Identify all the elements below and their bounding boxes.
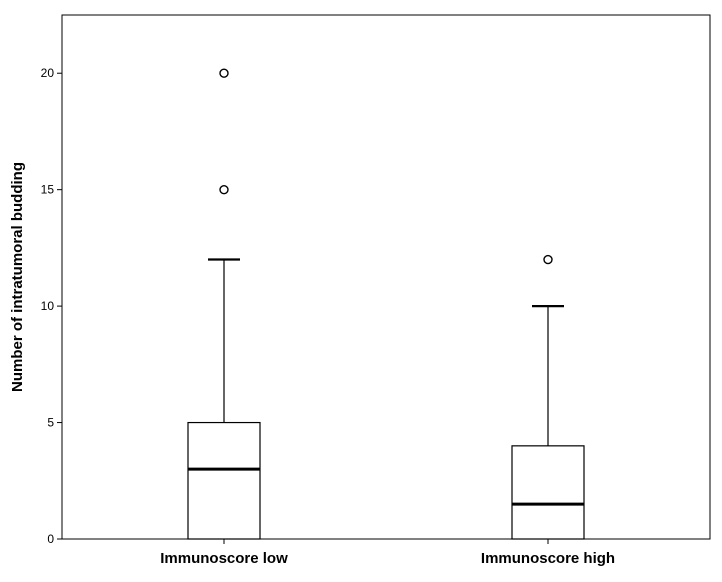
outlier-point — [219, 184, 229, 195]
iqr-box — [187, 421, 261, 540]
x-axis: Immunoscore low Immunoscore high — [160, 539, 615, 567]
y-tick-label: 0 — [47, 532, 54, 546]
x-category-label: Immunoscore high — [481, 550, 615, 567]
outlier-point — [543, 254, 553, 265]
box-group — [511, 254, 585, 540]
iqr-box — [511, 445, 585, 540]
x-category-label: Immunoscore low — [160, 550, 288, 567]
y-tick-label: 10 — [41, 299, 55, 313]
box-group — [187, 68, 261, 540]
y-axis-title: Number of intratumoral budding — [9, 162, 26, 392]
y-tick-label: 15 — [41, 183, 55, 197]
y-tick-label: 20 — [41, 66, 55, 80]
outlier-point — [219, 68, 229, 78]
boxes-layer — [187, 68, 585, 540]
plot-frame — [61, 14, 711, 540]
y-tick-label: 5 — [47, 416, 54, 430]
y-axis: 0 5 10 15 20 — [41, 66, 62, 546]
